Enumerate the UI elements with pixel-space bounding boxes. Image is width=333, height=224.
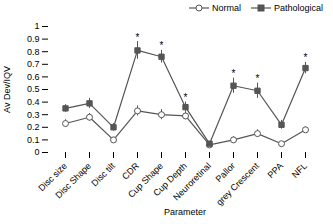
svg-text:Disc size: Disc size — [36, 160, 69, 194]
svg-text:0.1: 0.1 — [27, 135, 40, 145]
svg-text:*: * — [232, 68, 236, 79]
svg-text:NFL: NFL — [290, 161, 309, 180]
svg-text:Neuroretinal: Neuroretinal — [171, 161, 213, 203]
svg-text:*: * — [304, 52, 308, 63]
svg-text:*: * — [256, 73, 260, 84]
svg-text:*: * — [160, 40, 164, 51]
svg-text:0.5: 0.5 — [27, 84, 40, 94]
svg-text:0.6: 0.6 — [27, 72, 40, 82]
svg-text:0.7: 0.7 — [27, 59, 40, 69]
svg-text:Parameter: Parameter — [164, 207, 206, 217]
svg-text:0: 0 — [34, 147, 39, 157]
html-text:Pathological: Pathological — [274, 3, 323, 13]
svg-text:Cup Shape: Cup Shape — [126, 160, 165, 200]
svg-text:0.4: 0.4 — [27, 97, 40, 107]
svg-text:*: * — [184, 92, 188, 103]
svg-text:Disc Shape: Disc Shape — [53, 161, 93, 201]
svg-text:0.3: 0.3 — [27, 110, 40, 120]
svg-text:Pallor: Pallor — [213, 160, 237, 185]
svg-text:*: * — [136, 32, 140, 43]
svg-text:Cup Depth: Cup Depth — [151, 160, 189, 199]
svg-text:Disc tilt: Disc tilt — [89, 160, 117, 188]
svg-text:1: 1 — [34, 21, 39, 31]
svg-text:grey Crescent: grey Crescent — [214, 160, 261, 207]
svg-text:PPA: PPA — [266, 161, 285, 180]
svg-text:0.8: 0.8 — [27, 47, 40, 57]
html-text:Normal: Normal — [211, 3, 241, 13]
svg-text:0.2: 0.2 — [27, 122, 40, 132]
svg-text:Av Dev/IQV: Av Dev/IQV — [2, 66, 12, 113]
svg-text:0.9: 0.9 — [27, 34, 40, 44]
svg-text:CDR: CDR — [120, 160, 141, 181]
